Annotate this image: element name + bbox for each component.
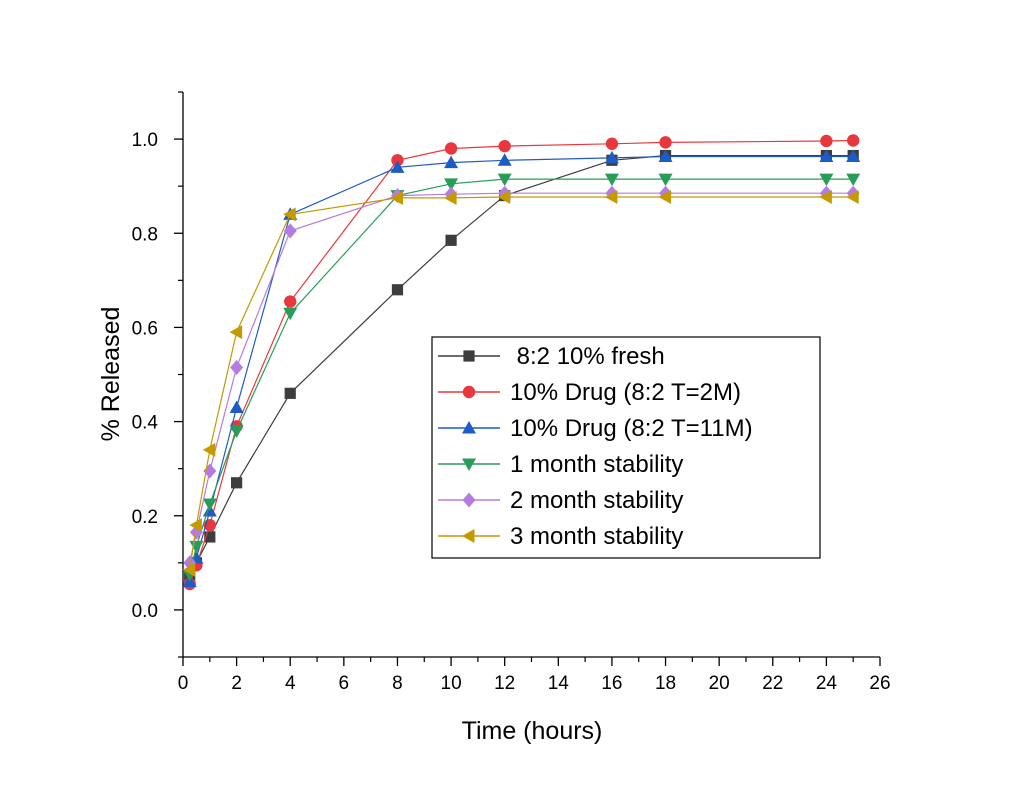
legend-label: 3 month stability xyxy=(510,523,683,550)
x-tick-label: 18 xyxy=(655,673,676,694)
legend-label: 10% Drug (8:2 T=11M) xyxy=(510,415,753,442)
data-point xyxy=(202,498,217,511)
legend-marker xyxy=(462,492,476,508)
data-point xyxy=(229,325,243,340)
x-tick-label: 6 xyxy=(339,673,350,694)
data-point xyxy=(819,149,834,163)
data-point xyxy=(204,531,216,543)
data-point xyxy=(229,425,244,438)
legend-item: 10% Drug (8:2 T=2M) xyxy=(438,379,741,406)
legend-label: 1 month stability xyxy=(510,451,683,478)
legend-marker xyxy=(462,529,475,543)
data-point xyxy=(391,154,404,167)
legend-item: 2 month stability xyxy=(438,487,683,514)
legend-marker xyxy=(462,385,476,399)
data-point xyxy=(283,307,298,321)
series-line xyxy=(189,196,854,570)
data-point xyxy=(444,155,459,169)
y-tick-label: 1.0 xyxy=(132,130,158,151)
data-point xyxy=(231,477,243,489)
data-point xyxy=(230,359,244,375)
data-point xyxy=(658,173,673,187)
data-point xyxy=(390,190,403,205)
x-tick-label: 8 xyxy=(392,673,403,694)
series-layer xyxy=(182,134,861,591)
x-tick-label: 20 xyxy=(709,673,730,694)
y-tick-label: 0.2 xyxy=(132,507,158,528)
legend-label: 10% Drug (8:2 T=2M) xyxy=(510,379,741,406)
data-point xyxy=(846,189,859,204)
data-point xyxy=(182,562,196,577)
data-point xyxy=(820,134,833,148)
y-tick-label: 0.0 xyxy=(132,601,158,622)
data-point xyxy=(605,137,619,150)
legend-marker xyxy=(462,421,476,434)
data-point xyxy=(497,173,512,187)
data-point xyxy=(202,442,216,457)
legend-item: 1 month stability xyxy=(438,451,683,478)
data-point xyxy=(497,189,511,204)
legend-marker xyxy=(462,458,476,471)
data-point xyxy=(498,139,511,153)
data-point xyxy=(659,136,672,149)
x-tick-label: 2 xyxy=(231,673,242,694)
data-point xyxy=(846,149,861,163)
data-point xyxy=(189,540,204,554)
series-6 xyxy=(182,189,859,577)
data-point xyxy=(604,173,619,187)
y-tick-label: 0.4 xyxy=(132,413,159,434)
data-point xyxy=(658,189,672,204)
data-point xyxy=(229,400,244,413)
data-point xyxy=(604,150,619,164)
data-point xyxy=(658,149,673,163)
data-point xyxy=(819,189,832,204)
x-tick-label: 14 xyxy=(548,673,570,694)
data-point xyxy=(444,142,458,155)
data-point xyxy=(819,173,834,187)
legend: 8:2 10% fresh 10% Drug (8:2 T=2M) 10% Drug… xyxy=(431,336,821,559)
legend-box xyxy=(431,336,821,559)
x-tick-label: 26 xyxy=(869,673,890,694)
data-point xyxy=(444,178,459,191)
y-axis-title: % Released xyxy=(97,307,125,442)
series-line xyxy=(189,192,854,563)
series-line xyxy=(189,155,854,582)
x-tick-label: 12 xyxy=(494,673,515,694)
legend-item: 8:2 10% fresh xyxy=(438,343,665,370)
x-tick-label: 24 xyxy=(816,673,838,694)
y-tick-label: 0.8 xyxy=(132,224,158,245)
x-tick-label: 22 xyxy=(762,673,783,694)
data-point xyxy=(604,189,618,204)
axes: 0 2 4 6 8 10 12 14 16 18 20 22 24 260.00.20.40.60.81.… xyxy=(132,91,891,694)
data-point xyxy=(391,284,404,296)
data-point xyxy=(497,153,512,166)
series-line xyxy=(189,178,854,575)
x-tick-label: 0 xyxy=(178,673,189,694)
data-point xyxy=(390,160,405,173)
legend-label: 2 month stability xyxy=(510,487,683,514)
data-point xyxy=(284,295,297,308)
legend-item: 3 month stability xyxy=(438,523,683,550)
data-point xyxy=(189,518,202,533)
data-point xyxy=(846,134,860,147)
series-line xyxy=(189,139,854,585)
legend-item: 10% Drug (8:2 T=11M) xyxy=(438,415,753,442)
legend-label: 8:2 10% fresh xyxy=(510,343,665,370)
data-point xyxy=(846,173,861,187)
data-point xyxy=(445,234,457,246)
x-tick-label: 16 xyxy=(601,673,622,694)
data-point xyxy=(444,190,457,205)
x-tick-label: 10 xyxy=(441,673,462,694)
data-point xyxy=(283,207,296,222)
x-tick-label: 4 xyxy=(285,673,296,694)
y-tick-label: 0.6 xyxy=(132,318,158,339)
x-axis-title: Time (hours) xyxy=(462,717,603,745)
data-point xyxy=(283,223,297,239)
legend-marker xyxy=(463,350,475,362)
data-point xyxy=(284,387,296,399)
